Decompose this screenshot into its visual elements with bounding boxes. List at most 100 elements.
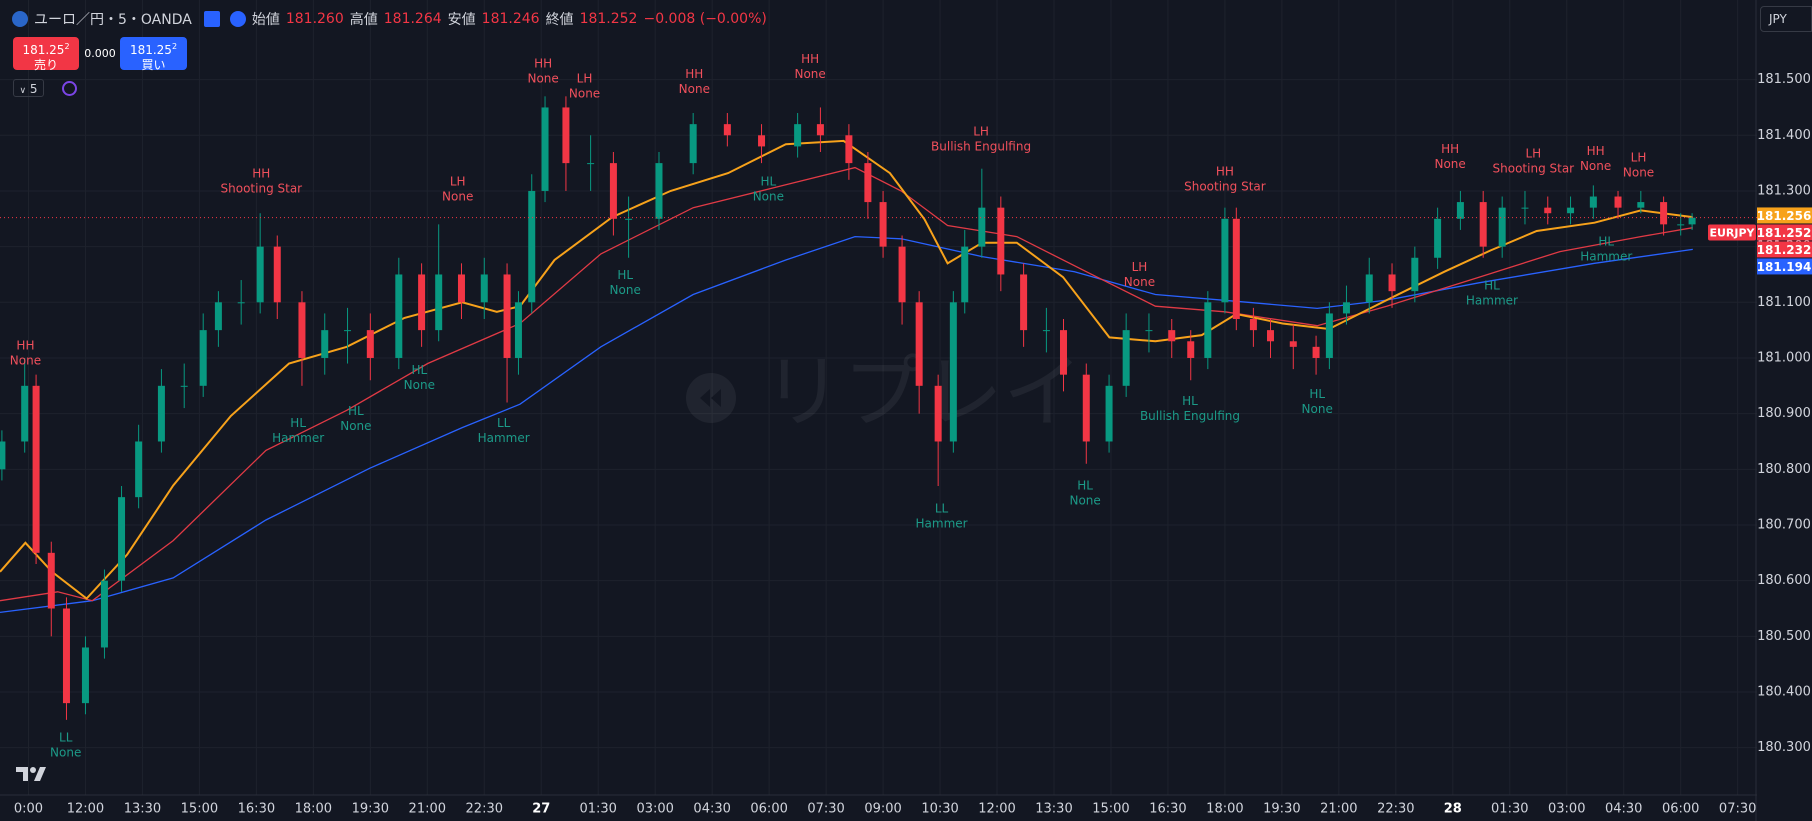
high-value: 181.264 xyxy=(383,11,442,27)
header: ユーロ／円・5・OANDA 始値 181.260 高値 181.264 安値 181.… xyxy=(12,9,767,29)
candle-body xyxy=(723,124,731,136)
candle-body xyxy=(1479,202,1487,247)
candle-body xyxy=(1660,202,1668,225)
candle-body xyxy=(47,552,55,609)
candle-body xyxy=(864,163,872,203)
candle-body xyxy=(562,107,570,164)
buy-button[interactable]: 181.252 買い xyxy=(120,37,187,72)
sell-pip: 2 xyxy=(64,42,70,51)
candle-body xyxy=(298,302,306,358)
candle-body xyxy=(21,385,29,442)
candle xyxy=(21,357,29,453)
annotation-line: Shooting Star xyxy=(1493,161,1575,175)
close-value: 181.252 xyxy=(579,11,638,27)
candle xyxy=(898,235,906,325)
candle xyxy=(625,196,633,258)
open-label: 始値 xyxy=(251,12,280,28)
candle-body xyxy=(1365,274,1373,303)
candle xyxy=(480,257,488,320)
candle-body xyxy=(587,163,595,165)
annotation-line: None xyxy=(340,419,371,433)
sync-icon[interactable] xyxy=(62,81,77,96)
candle xyxy=(864,151,872,219)
candle-body xyxy=(949,302,957,442)
x-tick-label: 22:30 xyxy=(466,802,503,817)
candle-body xyxy=(794,124,802,147)
annotation-line: Hammer xyxy=(916,517,968,531)
candle-body xyxy=(237,302,245,304)
candle xyxy=(1434,207,1442,269)
annotation-line: Hammer xyxy=(1580,249,1632,263)
y-tick-label: 180.400 xyxy=(1757,685,1811,700)
candle-body xyxy=(1456,202,1464,219)
candle xyxy=(845,124,853,180)
candle xyxy=(214,291,222,347)
candle xyxy=(1342,285,1350,325)
x-tick-label: 12:00 xyxy=(67,802,104,817)
watermark-text: リプレイ xyxy=(763,346,1083,439)
price-tag xyxy=(1757,258,1812,275)
annotation-line: HL xyxy=(761,174,777,188)
candle-body xyxy=(978,207,986,247)
candle-body xyxy=(395,274,403,358)
annotation-line: None xyxy=(50,745,81,759)
y-tick-label: 180.500 xyxy=(1757,629,1811,644)
price-tag-label: 181.252 xyxy=(1757,226,1812,240)
symbol-tag-label: EURJPY xyxy=(1709,226,1755,239)
annotation-line: None xyxy=(1623,165,1654,179)
annotation-line: LH xyxy=(1631,150,1647,164)
annotation-line: HH xyxy=(252,166,270,180)
x-tick-label: 15:00 xyxy=(181,802,218,817)
candle xyxy=(1479,190,1487,258)
buy-price-row: 181.252 xyxy=(120,39,187,58)
annotation-line: None xyxy=(679,82,710,96)
candle xyxy=(81,636,89,715)
y-tick-label: 180.300 xyxy=(1757,740,1811,755)
annotation-line: LL xyxy=(497,416,511,430)
x-tick-label: 01:30 xyxy=(1491,802,1528,817)
candle xyxy=(587,135,595,191)
candle-body xyxy=(1589,196,1597,208)
currency-button[interactable]: JPY xyxy=(1760,6,1812,32)
x-tick-label: 28 xyxy=(1444,802,1462,817)
interval-button[interactable]: ∨ 5 xyxy=(13,79,44,97)
candle xyxy=(1456,190,1464,230)
replay-button[interactable] xyxy=(229,11,246,27)
candle xyxy=(100,569,108,659)
candle xyxy=(723,113,731,147)
candle xyxy=(1589,185,1597,219)
candle-body xyxy=(1411,257,1419,292)
candle-body xyxy=(32,385,40,553)
candle-body xyxy=(135,441,143,498)
candle xyxy=(298,291,306,386)
candle xyxy=(655,151,663,230)
close-label: 終値 xyxy=(545,12,574,28)
candle-body xyxy=(1145,330,1153,332)
y-tick-label: 181.300 xyxy=(1757,183,1811,198)
sell-button[interactable]: 181.252 売り xyxy=(13,37,79,72)
candle-body xyxy=(1266,330,1274,342)
price-tag xyxy=(1757,241,1812,258)
candle-body xyxy=(214,302,222,331)
chevron: ∨ xyxy=(19,86,27,96)
candle-body xyxy=(625,218,633,220)
candle xyxy=(1498,196,1506,258)
flag-icon[interactable] xyxy=(203,11,220,27)
candle-body xyxy=(81,647,89,704)
candle-body xyxy=(1082,374,1090,442)
annotation-line: None xyxy=(442,189,473,203)
candle-body xyxy=(879,202,887,247)
price-tag-label: 181.256 xyxy=(1757,209,1812,223)
annotation-line: Shooting Star xyxy=(221,181,303,195)
annotation-line: Hammer xyxy=(1466,293,1518,307)
y-tick-label: 181.500 xyxy=(1757,72,1811,87)
